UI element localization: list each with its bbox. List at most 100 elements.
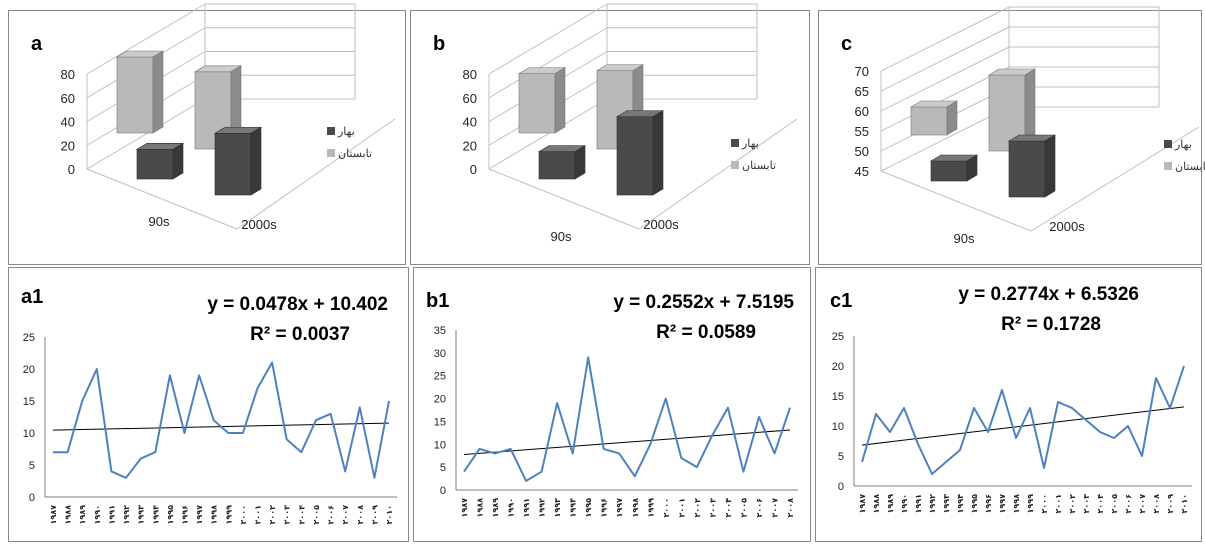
x-tick-label: ۲۰۰۵: [1110, 494, 1119, 514]
bar-side: [250, 126, 262, 196]
data-line: [53, 361, 390, 479]
y-tick-label: 5: [838, 451, 844, 463]
gridline-side: [488, 27, 608, 99]
bar-side: [652, 110, 664, 196]
x-tick-label: ۲۰۰۰: [662, 498, 671, 518]
y-tick-label: 10: [23, 428, 35, 440]
x-tick-label: ۲۰۰۴: [297, 505, 306, 525]
panel-label: b1: [426, 290, 450, 312]
legend: بهار تابستان: [731, 137, 776, 172]
gridline-side: [880, 66, 1010, 132]
bar-side: [152, 50, 164, 134]
x-tick-label: ۱۹۸۸: [872, 494, 881, 514]
line-chart-a1: 0 5 10 15 20 25 ۱۹۸۷ ۱۹۸۸ ۱۹۸۹ ۱۹۹۰ ۱۹۹۱ ۱۹۹۲ ۱۹۹۳ ۱۹…: [23, 332, 397, 525]
bar-side: [554, 67, 566, 134]
x-category-label: 90s: [149, 214, 170, 229]
x-tick-label: ۱۹۸۸: [476, 498, 485, 518]
y-tick-label: 0: [470, 162, 477, 177]
y-tick-label: 25: [23, 332, 35, 344]
floor-edge: [638, 118, 798, 230]
y-tick-label: 20: [832, 361, 844, 373]
x-tick-label: ۱۹۹۰: [507, 498, 516, 518]
x-tick-label: ۲۰۰۱: [1054, 494, 1063, 514]
x-tick-label: ۱۹۹۴: [151, 505, 160, 525]
panel-c: c 45 50 55 60 65 70 90s 2000s بهار تابستان: [818, 6, 1205, 265]
y-tick-label: 25: [434, 371, 446, 383]
panel-b: b 0 20 40 60 80 90s 2000s بهار تابستان: [410, 3, 810, 265]
legend-label: تابستان: [338, 147, 372, 160]
bar: [116, 56, 154, 134]
r-squared-text: R² = 0.1728: [1001, 314, 1101, 335]
y-tick-label: 15: [832, 391, 844, 403]
bar: [1008, 140, 1046, 198]
y-tick-label: 0: [838, 481, 844, 493]
legend-label: بهار: [337, 125, 355, 138]
equation-text: y = 0.2774x + 6.5326: [958, 284, 1139, 305]
x-tick-label: ۱۹۹۲: [928, 494, 937, 514]
x-category-label: 2000s: [241, 217, 277, 232]
data-line: [463, 356, 791, 482]
legend-swatch: [327, 127, 335, 135]
x-tick-label: ۲۰۰۷: [341, 505, 350, 525]
bar: [518, 73, 556, 134]
x-tick-label: ۱۹۹۸: [631, 498, 640, 518]
x-tick-label: ۱۹۹۷: [615, 498, 624, 518]
legend-swatch: [1164, 140, 1172, 148]
x-tick-label: ۲۰۰۳: [283, 505, 292, 525]
x-tick-label: ۱۹۸۷: [49, 505, 58, 525]
y-tick-label: 45: [855, 164, 869, 179]
legend-swatch: [1164, 162, 1172, 170]
x-tick-label: ۱۹۹۷: [195, 505, 204, 525]
x-tick-label: ۲۰۰۱: [677, 498, 686, 518]
x-tick-label: ۱۹۹۳: [553, 498, 562, 518]
y-tick-label: 60: [855, 104, 869, 119]
x-tick-label: ۱۹۹۵: [970, 494, 979, 514]
gridline-side: [880, 6, 1010, 72]
y-tick-label: 65: [855, 84, 869, 99]
panel-label: a: [31, 33, 43, 55]
legend-swatch: [731, 161, 739, 169]
x-tick-label: ۱۹۹۶: [600, 498, 609, 518]
panel-a: a 0 20 40 60 80 90s 2000s بهار تابستان: [8, 3, 406, 265]
floor-edge: [236, 118, 396, 230]
equation-text: y = 0.2552x + 7.5195: [613, 292, 794, 313]
y-tick-label: 80: [61, 67, 75, 82]
gridline-side: [86, 98, 206, 170]
y-tick-label: 15: [23, 396, 35, 408]
y-tick-label: 25: [832, 331, 844, 343]
x-tick-label: ۱۹۹۶: [984, 494, 993, 514]
x-tick-label: ۱۹۹۵: [166, 505, 175, 525]
trend-equation: y = 0.2552x + 7.5195 R² = 0.0589: [613, 288, 794, 348]
y-tick-label: 60: [463, 91, 477, 106]
x-tick-label: ۲۰۰۰: [239, 505, 248, 525]
x-tick-label: ۲۰۰۳: [1082, 494, 1091, 514]
y-tick-label: 50: [855, 144, 869, 159]
x-tick-label: ۱۹۹۹: [224, 505, 233, 525]
legend-label: بهار: [1174, 138, 1192, 151]
x-tick-label: ۱۹۹۵: [584, 498, 593, 518]
x-tick-label: ۲۰۰۳: [708, 498, 717, 518]
floor-edge: [1030, 126, 1200, 232]
gridline-side: [880, 46, 1010, 112]
x-tick-label: ۲۰۰۹: [1166, 494, 1175, 514]
y-tick-label: 20: [463, 138, 477, 153]
panel-label: c: [841, 33, 853, 55]
bar-side: [172, 142, 184, 180]
x-tick-label: ۱۹۸۷: [460, 498, 469, 518]
x-category-label: 90s: [954, 231, 975, 246]
x-tick-label: ۱۹۹۰: [93, 505, 102, 525]
legend: بهار تابستان: [327, 125, 372, 160]
x-tick-label: ۱۹۹۸: [210, 505, 219, 525]
r-squared-text: R² = 0.0037: [250, 324, 350, 345]
y-tick-label: 55: [855, 124, 869, 139]
gridline-side: [488, 98, 608, 170]
y-tick-label: 80: [463, 67, 477, 82]
x-tick-label: ۲۰۰۹: [370, 505, 379, 525]
x-tick-label: ۲۰۰۷: [1138, 494, 1147, 514]
legend-swatch: [731, 139, 739, 147]
y-tick-label: 5: [29, 460, 35, 472]
y-tick-label: 20: [61, 138, 75, 153]
x-tick-label: ۲۰۱۰: [385, 505, 394, 525]
y-tick-label: 30: [434, 348, 446, 360]
x-tick-label: ۲۰۰۴: [1096, 494, 1105, 514]
